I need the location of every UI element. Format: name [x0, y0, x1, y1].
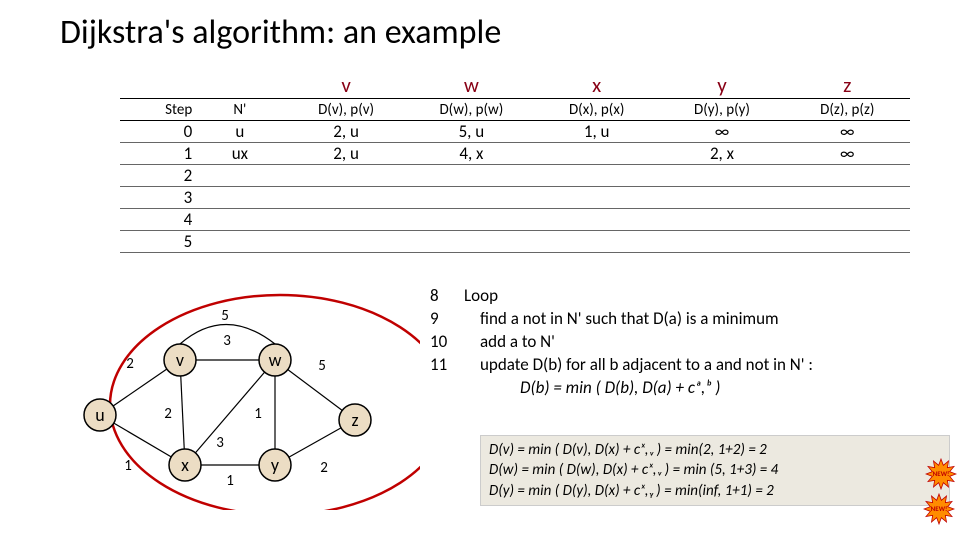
calculation-box: D(v) = min ( D(v), D(x) + cₓ,ᵥ ) = min(2…: [480, 435, 950, 506]
svg-text:5: 5: [221, 307, 229, 325]
svg-text:2: 2: [126, 355, 134, 373]
table-row: 4: [120, 209, 910, 231]
table-row: 2: [120, 165, 910, 187]
calc-line: D(v) = min ( D(v), D(x) + cₓ,ᵥ ) = min(2…: [489, 440, 941, 460]
table-row: 5: [120, 231, 910, 253]
table-var-row: v w x y z: [120, 72, 910, 99]
svg-text:z: z: [351, 409, 358, 431]
svg-text:NEW!: NEW!: [931, 504, 948, 513]
svg-text:2: 2: [164, 405, 172, 423]
calc-line: D(w) = min ( D(w), D(x) + cₓ,ᵥ ) = min (…: [489, 460, 941, 480]
svg-text:x: x: [181, 454, 189, 476]
new-badge-1: NEW!: [925, 458, 957, 490]
network-graph: 5 2 1 2 3 3 1 1 5 2 u v x w y z: [60, 290, 420, 510]
loop-pseudocode: 8Loop9find a not in N' such that D(a) is…: [430, 285, 950, 400]
table-row: 3: [120, 187, 910, 209]
table-header-row: Step N' D(v), p(v) D(w), p(w) D(x), p(x)…: [120, 99, 910, 121]
page-title: Dijkstra's algorithm: an example: [60, 12, 501, 53]
svg-text:NEW!: NEW!: [933, 469, 950, 478]
svg-text:2: 2: [320, 459, 328, 477]
pseudocode-line: 11update D(b) for all b adjacent to a an…: [430, 354, 950, 377]
svg-text:1: 1: [226, 472, 234, 490]
pseudocode-formula: D(b) = min ( D(b), D(a) + cₐ,ᵇ ): [430, 377, 950, 400]
svg-text:5: 5: [318, 357, 326, 375]
svg-text:y: y: [271, 454, 280, 476]
svg-text:v: v: [176, 349, 184, 371]
svg-text:w: w: [269, 349, 282, 371]
calc-line: D(y) = min ( D(y), D(x) + cₓ,ᵧ ) = min(i…: [489, 481, 941, 501]
new-badge-2: NEW!: [923, 493, 955, 525]
svg-text:1: 1: [254, 405, 262, 423]
svg-text:3: 3: [216, 434, 224, 452]
pseudocode-line: 10add a to N': [430, 331, 950, 354]
svg-text:u: u: [95, 404, 104, 426]
svg-text:3: 3: [223, 332, 231, 350]
svg-text:1: 1: [124, 457, 132, 475]
table-row: 0u2, u5, u1, u∞∞: [120, 121, 910, 143]
pseudocode-line: 8Loop: [430, 285, 950, 308]
dijkstra-table: v w x y z Step N' D(v), p(v) D(w), p(w) …: [120, 72, 910, 253]
pseudocode-line: 9find a not in N' such that D(a) is a mi…: [430, 308, 950, 331]
table-row: 1ux2, u4, x2, x∞: [120, 143, 910, 165]
